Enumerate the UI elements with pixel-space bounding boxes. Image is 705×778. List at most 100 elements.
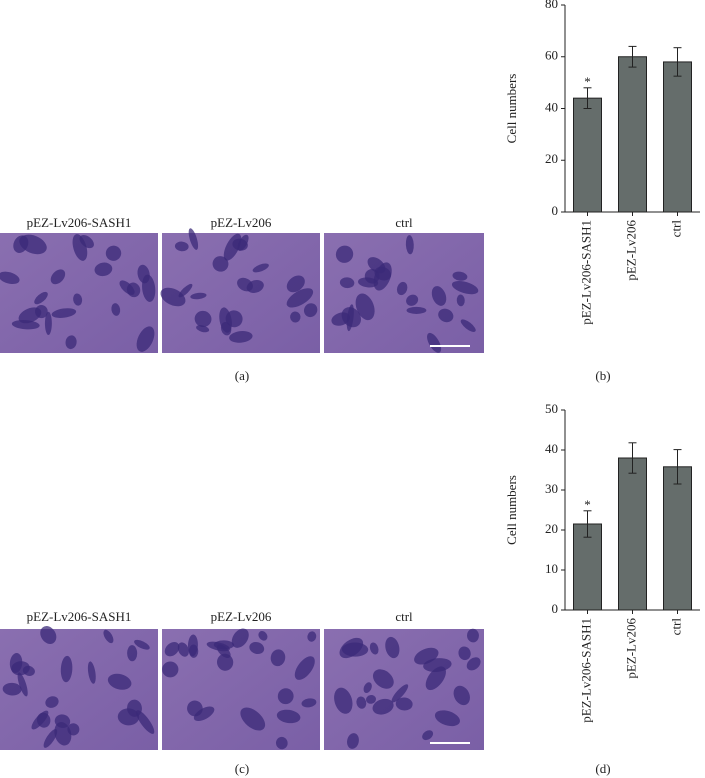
- cell: [237, 234, 249, 251]
- cell: [13, 235, 29, 253]
- cell: [136, 710, 155, 734]
- cell: [31, 710, 49, 730]
- bar: [618, 457, 647, 611]
- cell: [391, 684, 409, 703]
- cell: [79, 235, 94, 249]
- cell: [34, 291, 48, 305]
- cell: [65, 335, 77, 350]
- cell: [438, 308, 454, 323]
- cell: [427, 332, 442, 353]
- cell: [187, 700, 203, 717]
- cell: [422, 730, 434, 741]
- cell: [162, 661, 179, 678]
- cell: [51, 308, 77, 318]
- cell: [466, 657, 481, 671]
- panel-label: (c): [235, 761, 249, 776]
- cell: [276, 709, 301, 724]
- y-axis-label: Cell numbers: [504, 475, 519, 545]
- cell: [164, 642, 180, 657]
- cell: [196, 325, 210, 333]
- cell: [396, 281, 408, 296]
- y-tick-label: 40: [545, 441, 558, 456]
- x-tick-label: ctrl: [668, 220, 683, 238]
- cell: [17, 672, 28, 697]
- cell: [105, 245, 122, 261]
- annotation: *: [584, 497, 591, 512]
- cell: [423, 658, 452, 672]
- x-tick-label: pEZ-Lv206-SASH1: [578, 618, 593, 723]
- cell: [107, 673, 132, 690]
- y-tick-label: 40: [545, 99, 558, 114]
- cell: [395, 697, 413, 711]
- y-tick-label: 50: [545, 401, 558, 416]
- cell: [405, 235, 414, 255]
- cell: [44, 311, 52, 335]
- bar: [573, 97, 602, 213]
- cell: [127, 645, 138, 662]
- cell: [237, 277, 253, 292]
- cell: [160, 287, 186, 307]
- cell: [73, 293, 83, 306]
- cell: [174, 241, 189, 252]
- image-label: pEZ-Lv206-SASH1: [27, 215, 132, 230]
- cell: [406, 306, 427, 314]
- cell: [372, 669, 394, 689]
- cell: [252, 263, 269, 273]
- image-label: ctrl: [395, 609, 413, 624]
- cell: [286, 275, 305, 293]
- cell: [0, 271, 20, 285]
- cell: [87, 661, 96, 684]
- y-tick-label: 0: [552, 601, 559, 616]
- cell: [40, 626, 57, 644]
- bar: [663, 61, 692, 213]
- cell: [286, 288, 314, 308]
- cell: [187, 634, 198, 657]
- cell: [103, 629, 114, 644]
- cell: [363, 682, 372, 694]
- image-label: pEZ-Lv206: [211, 609, 272, 624]
- cell: [467, 628, 479, 643]
- cell: [22, 665, 35, 676]
- y-tick-label: 10: [545, 561, 558, 576]
- y-axis-label: Cell numbers: [504, 74, 519, 144]
- cell: [229, 331, 253, 343]
- cell: [178, 283, 193, 298]
- cell: [275, 736, 288, 750]
- cell: [212, 256, 229, 272]
- cell: [425, 666, 446, 691]
- cell: [94, 262, 113, 277]
- cell: [453, 685, 470, 706]
- cell: [60, 655, 73, 683]
- cell: [111, 303, 121, 316]
- cell: [134, 639, 150, 650]
- cell: [54, 722, 72, 746]
- bar: [663, 466, 692, 611]
- cell: [301, 698, 317, 708]
- cell: [355, 293, 375, 321]
- cell: [136, 326, 155, 352]
- y-tick-label: 0: [552, 203, 559, 218]
- image-label: pEZ-Lv206: [211, 215, 272, 230]
- cell: [18, 307, 42, 324]
- panel-label: (a): [235, 368, 249, 383]
- cell: [220, 321, 232, 336]
- panel-label: (b): [595, 368, 610, 383]
- cell: [451, 280, 479, 295]
- cell: [372, 698, 394, 715]
- cell: [188, 228, 199, 250]
- y-tick-label: 80: [545, 0, 558, 11]
- cell: [452, 271, 468, 281]
- cell: [270, 649, 286, 667]
- cell: [294, 656, 315, 680]
- cell: [2, 682, 22, 696]
- cell: [431, 286, 447, 306]
- cell: [9, 653, 23, 673]
- y-tick-label: 30: [545, 481, 558, 496]
- y-tick-label: 20: [545, 521, 558, 536]
- annotation: *: [584, 74, 591, 89]
- cell: [177, 642, 189, 657]
- x-tick-label: pEZ-Lv206: [623, 220, 638, 281]
- cell: [194, 310, 212, 328]
- cell: [406, 294, 419, 306]
